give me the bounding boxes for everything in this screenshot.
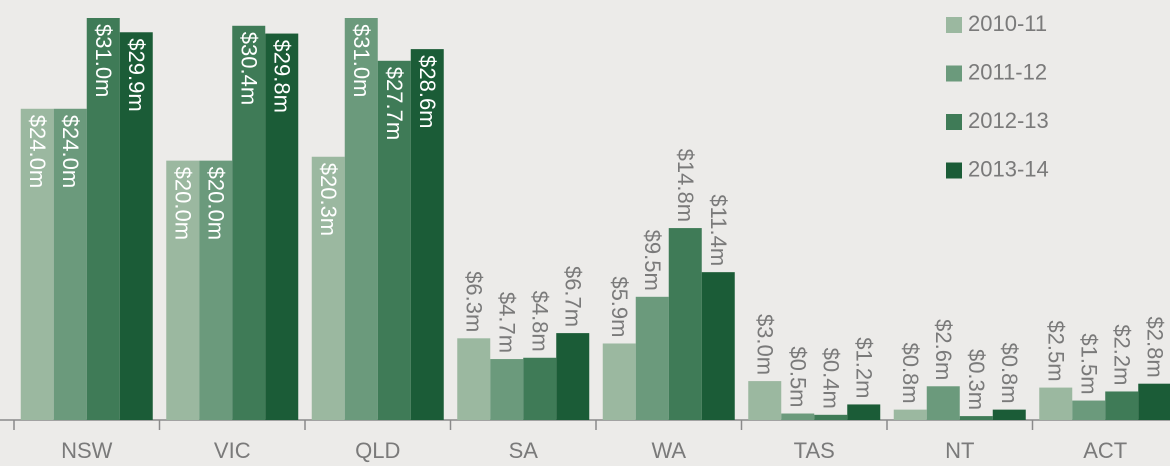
value-label: $20.0m xyxy=(203,167,228,240)
bar xyxy=(926,386,960,420)
value-label: $0.8m xyxy=(898,342,923,403)
bar xyxy=(893,409,927,420)
bar xyxy=(635,296,669,420)
bar xyxy=(119,32,153,420)
value-label: $2.2m xyxy=(1109,324,1134,385)
bar xyxy=(814,414,848,420)
bar xyxy=(86,18,120,420)
bar xyxy=(344,18,378,420)
legend-swatch xyxy=(946,162,962,179)
x-tick-label: NT xyxy=(945,438,974,463)
value-label: $2.8m xyxy=(1142,317,1167,378)
bar xyxy=(523,357,557,420)
value-label: $0.4m xyxy=(818,348,843,409)
bar xyxy=(701,272,735,420)
value-label: $0.8m xyxy=(997,342,1022,403)
x-tick-label: NSW xyxy=(61,438,113,463)
value-label: $0.3m xyxy=(964,349,989,410)
value-label: $30.4m xyxy=(236,32,261,105)
bar xyxy=(556,333,590,420)
value-label: $31.0m xyxy=(91,24,116,97)
bar xyxy=(457,338,491,420)
bar xyxy=(377,60,411,420)
value-label: $29.8m xyxy=(269,40,294,113)
value-label: $28.6m xyxy=(415,55,440,128)
x-tick-label: ACT xyxy=(1083,438,1127,463)
bar xyxy=(748,381,782,420)
value-label: $31.0m xyxy=(349,24,374,97)
bar xyxy=(265,33,299,421)
value-label: $6.7m xyxy=(560,266,585,327)
legend-label: 2011-12 xyxy=(968,59,1047,84)
bar xyxy=(1105,391,1139,420)
value-label: $1.5m xyxy=(1076,333,1101,394)
x-tick-label: VIC xyxy=(214,438,251,463)
value-label: $24.0m xyxy=(25,115,50,188)
bar xyxy=(1072,400,1106,420)
value-label: $6.3m xyxy=(461,271,486,332)
bar xyxy=(668,228,702,420)
legend-label: 2010-11 xyxy=(968,11,1047,36)
value-label: $20.0m xyxy=(170,167,195,240)
value-label: $14.8m xyxy=(673,149,698,222)
bar xyxy=(1138,383,1170,420)
value-label: $3.0m xyxy=(752,314,777,375)
x-tick-label: TAS xyxy=(794,438,835,463)
value-label: $24.0m xyxy=(58,115,83,188)
bar xyxy=(232,25,266,421)
bar xyxy=(1039,387,1073,420)
legend-swatch xyxy=(946,114,962,130)
value-label: $0.5m xyxy=(785,346,810,407)
legend-swatch xyxy=(946,65,962,82)
bar xyxy=(410,49,444,420)
bar xyxy=(166,160,200,421)
bar xyxy=(20,108,54,420)
bar xyxy=(847,404,881,420)
bar xyxy=(992,409,1026,420)
bar xyxy=(199,160,233,421)
bar xyxy=(490,359,524,420)
bar xyxy=(781,413,815,420)
x-tick-label: WA xyxy=(651,438,686,463)
value-label: $20.3m xyxy=(316,163,341,236)
x-tick-label: QLD xyxy=(355,438,400,463)
legend-swatch xyxy=(946,17,962,33)
value-label: $9.5m xyxy=(640,230,665,291)
bar xyxy=(959,416,993,420)
value-label: $4.8m xyxy=(527,291,552,352)
value-label: $4.7m xyxy=(494,292,519,353)
legend-label: 2013-14 xyxy=(968,156,1049,181)
value-label: $11.4m xyxy=(706,194,731,266)
value-label: $29.9m xyxy=(124,38,149,111)
value-label: $2.5m xyxy=(1043,320,1068,381)
bar xyxy=(53,108,87,420)
legend-label: 2012-13 xyxy=(968,108,1049,133)
value-label: $5.9m xyxy=(607,276,632,337)
value-label: $27.7m xyxy=(382,67,407,140)
bar xyxy=(602,343,636,420)
value-label: $1.2m xyxy=(851,337,876,398)
bar xyxy=(311,156,345,421)
value-label: $2.6m xyxy=(931,319,956,380)
x-tick-label: SA xyxy=(509,438,539,463)
